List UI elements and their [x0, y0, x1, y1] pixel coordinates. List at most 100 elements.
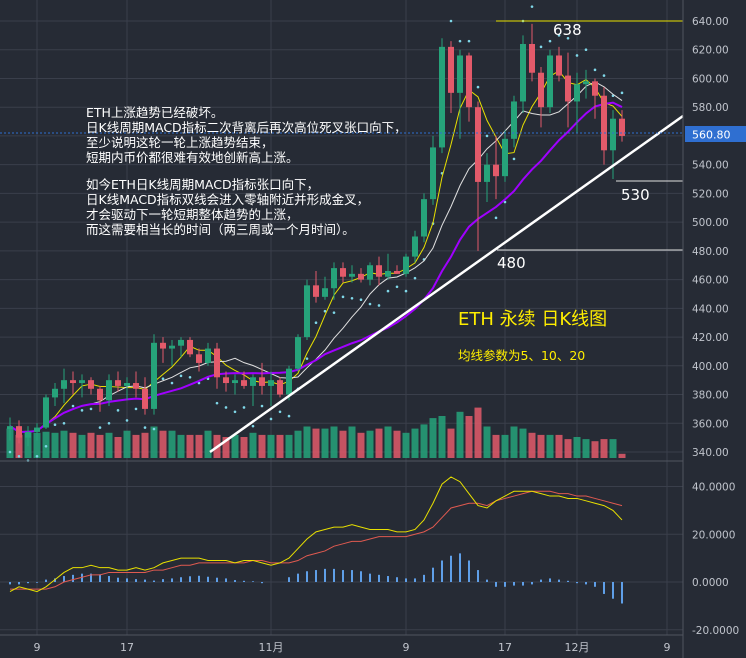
candle-body — [277, 380, 283, 395]
sar-dot — [548, 39, 552, 43]
candle-body — [214, 348, 220, 378]
annotation-line: ETH上涨趋势已经破坏。 — [86, 105, 223, 120]
sar-dot — [44, 444, 48, 448]
sar-dot — [179, 374, 183, 378]
candle-body — [574, 84, 580, 102]
annotation-line: 日K线MACD指标双线会进入零轴附近并形成金叉， — [86, 192, 369, 207]
sar-dot — [98, 426, 102, 429]
sar-dot — [467, 39, 471, 43]
volume-bar — [546, 434, 554, 458]
sar-dot — [215, 401, 219, 405]
sar-dot — [197, 381, 201, 385]
price-tick-label: 580.00 — [692, 102, 729, 114]
volume-bar — [330, 426, 338, 458]
volume-bar — [591, 441, 599, 458]
candle-body — [115, 380, 121, 386]
candle-body — [439, 46, 445, 148]
candle-body — [286, 368, 292, 395]
level-mid-label: 530 — [621, 186, 650, 204]
volume-bar — [501, 434, 509, 458]
candlesticks — [7, 23, 625, 447]
sar-dot — [89, 407, 93, 411]
candle-body — [106, 380, 112, 401]
sar-dot — [332, 311, 336, 314]
sar-dot — [107, 421, 111, 425]
sar-dot — [575, 54, 579, 57]
price-tick-label: 500.00 — [692, 217, 729, 229]
candle-body — [493, 164, 499, 177]
volume-bar — [69, 432, 77, 458]
macd-panel — [9, 476, 623, 604]
sar-dot — [242, 406, 246, 409]
trend-line — [209, 114, 684, 454]
candle-body — [619, 118, 625, 136]
sar-dot — [152, 427, 156, 431]
sar-dot — [170, 381, 174, 385]
candle-body — [565, 75, 571, 102]
price-tick-label: 360.00 — [692, 418, 729, 430]
candle-body — [52, 388, 58, 398]
candle-body — [583, 81, 589, 85]
annotation-text: ETH上涨趋势已经破坏。 日K线周期MACD指标二次背离后再次高位死叉张口向下，… — [86, 105, 407, 237]
volume-bar — [303, 426, 311, 458]
volume-bar — [555, 434, 563, 458]
price-tick-label: 340.00 — [692, 447, 729, 459]
sar-dot — [602, 74, 606, 77]
volume-bar — [348, 426, 356, 458]
chart-title: ETH 永续 日K线图 — [458, 309, 607, 330]
volume-bar — [447, 428, 455, 458]
volume-bar — [240, 437, 248, 458]
volume-bar — [177, 434, 185, 458]
candle-body — [466, 55, 472, 108]
candle-body — [502, 138, 508, 177]
volume-bar — [618, 453, 626, 458]
annotation-line: 短期内币价都很难有效地创新高上涨。 — [86, 150, 299, 165]
volume-bar — [474, 407, 482, 458]
candle-body — [250, 377, 256, 386]
volume-bar — [159, 430, 167, 458]
sar-dot — [161, 377, 165, 381]
sar-dot — [530, 5, 534, 8]
price-tick-label: 440.00 — [692, 303, 729, 315]
volume-bar — [42, 431, 50, 458]
sar-dot — [80, 409, 84, 412]
volume-bar — [402, 432, 410, 458]
annotation-line: 日K线周期MACD指标二次背离后再次高位死叉张口向下， — [86, 120, 407, 135]
sar-dot — [125, 419, 129, 422]
level-high-label: 638 — [553, 21, 582, 39]
candle-body — [538, 72, 544, 108]
volume-bar — [465, 416, 473, 458]
annotation-line: 才会驱动下一轮短期整体趋势的上涨， — [86, 207, 299, 222]
candle-body — [385, 270, 391, 277]
candle-body — [187, 339, 193, 355]
price-tick-label: 620.00 — [692, 45, 729, 57]
candle-body — [457, 55, 463, 93]
candle-body — [196, 354, 202, 363]
candle-body — [205, 348, 211, 363]
candle-body — [61, 380, 67, 389]
sar-dot — [17, 455, 21, 458]
volume-bar — [168, 430, 176, 458]
current-price-tag — [685, 126, 746, 142]
price-tick-label: 400.00 — [692, 361, 729, 373]
volume-bar — [321, 428, 329, 458]
sar-dot — [449, 19, 453, 23]
volume-bar — [483, 426, 491, 458]
sar-dot — [557, 34, 561, 37]
candle-body — [259, 377, 265, 386]
volume-bar — [114, 437, 122, 458]
current-price-label: 560.80 — [692, 129, 731, 142]
volume-bar — [132, 434, 140, 458]
time-tick-label: 9 — [664, 641, 671, 654]
volume-bar — [33, 432, 41, 458]
time-tick-label: 17 — [120, 641, 134, 654]
sar-dot — [134, 407, 138, 411]
volume-bar — [258, 434, 266, 458]
candle-body — [70, 380, 76, 384]
candle-body — [610, 118, 616, 151]
candle-body — [25, 431, 31, 438]
sar-dot — [494, 216, 498, 220]
volume-bar — [222, 437, 230, 458]
sar-dot — [413, 276, 417, 280]
